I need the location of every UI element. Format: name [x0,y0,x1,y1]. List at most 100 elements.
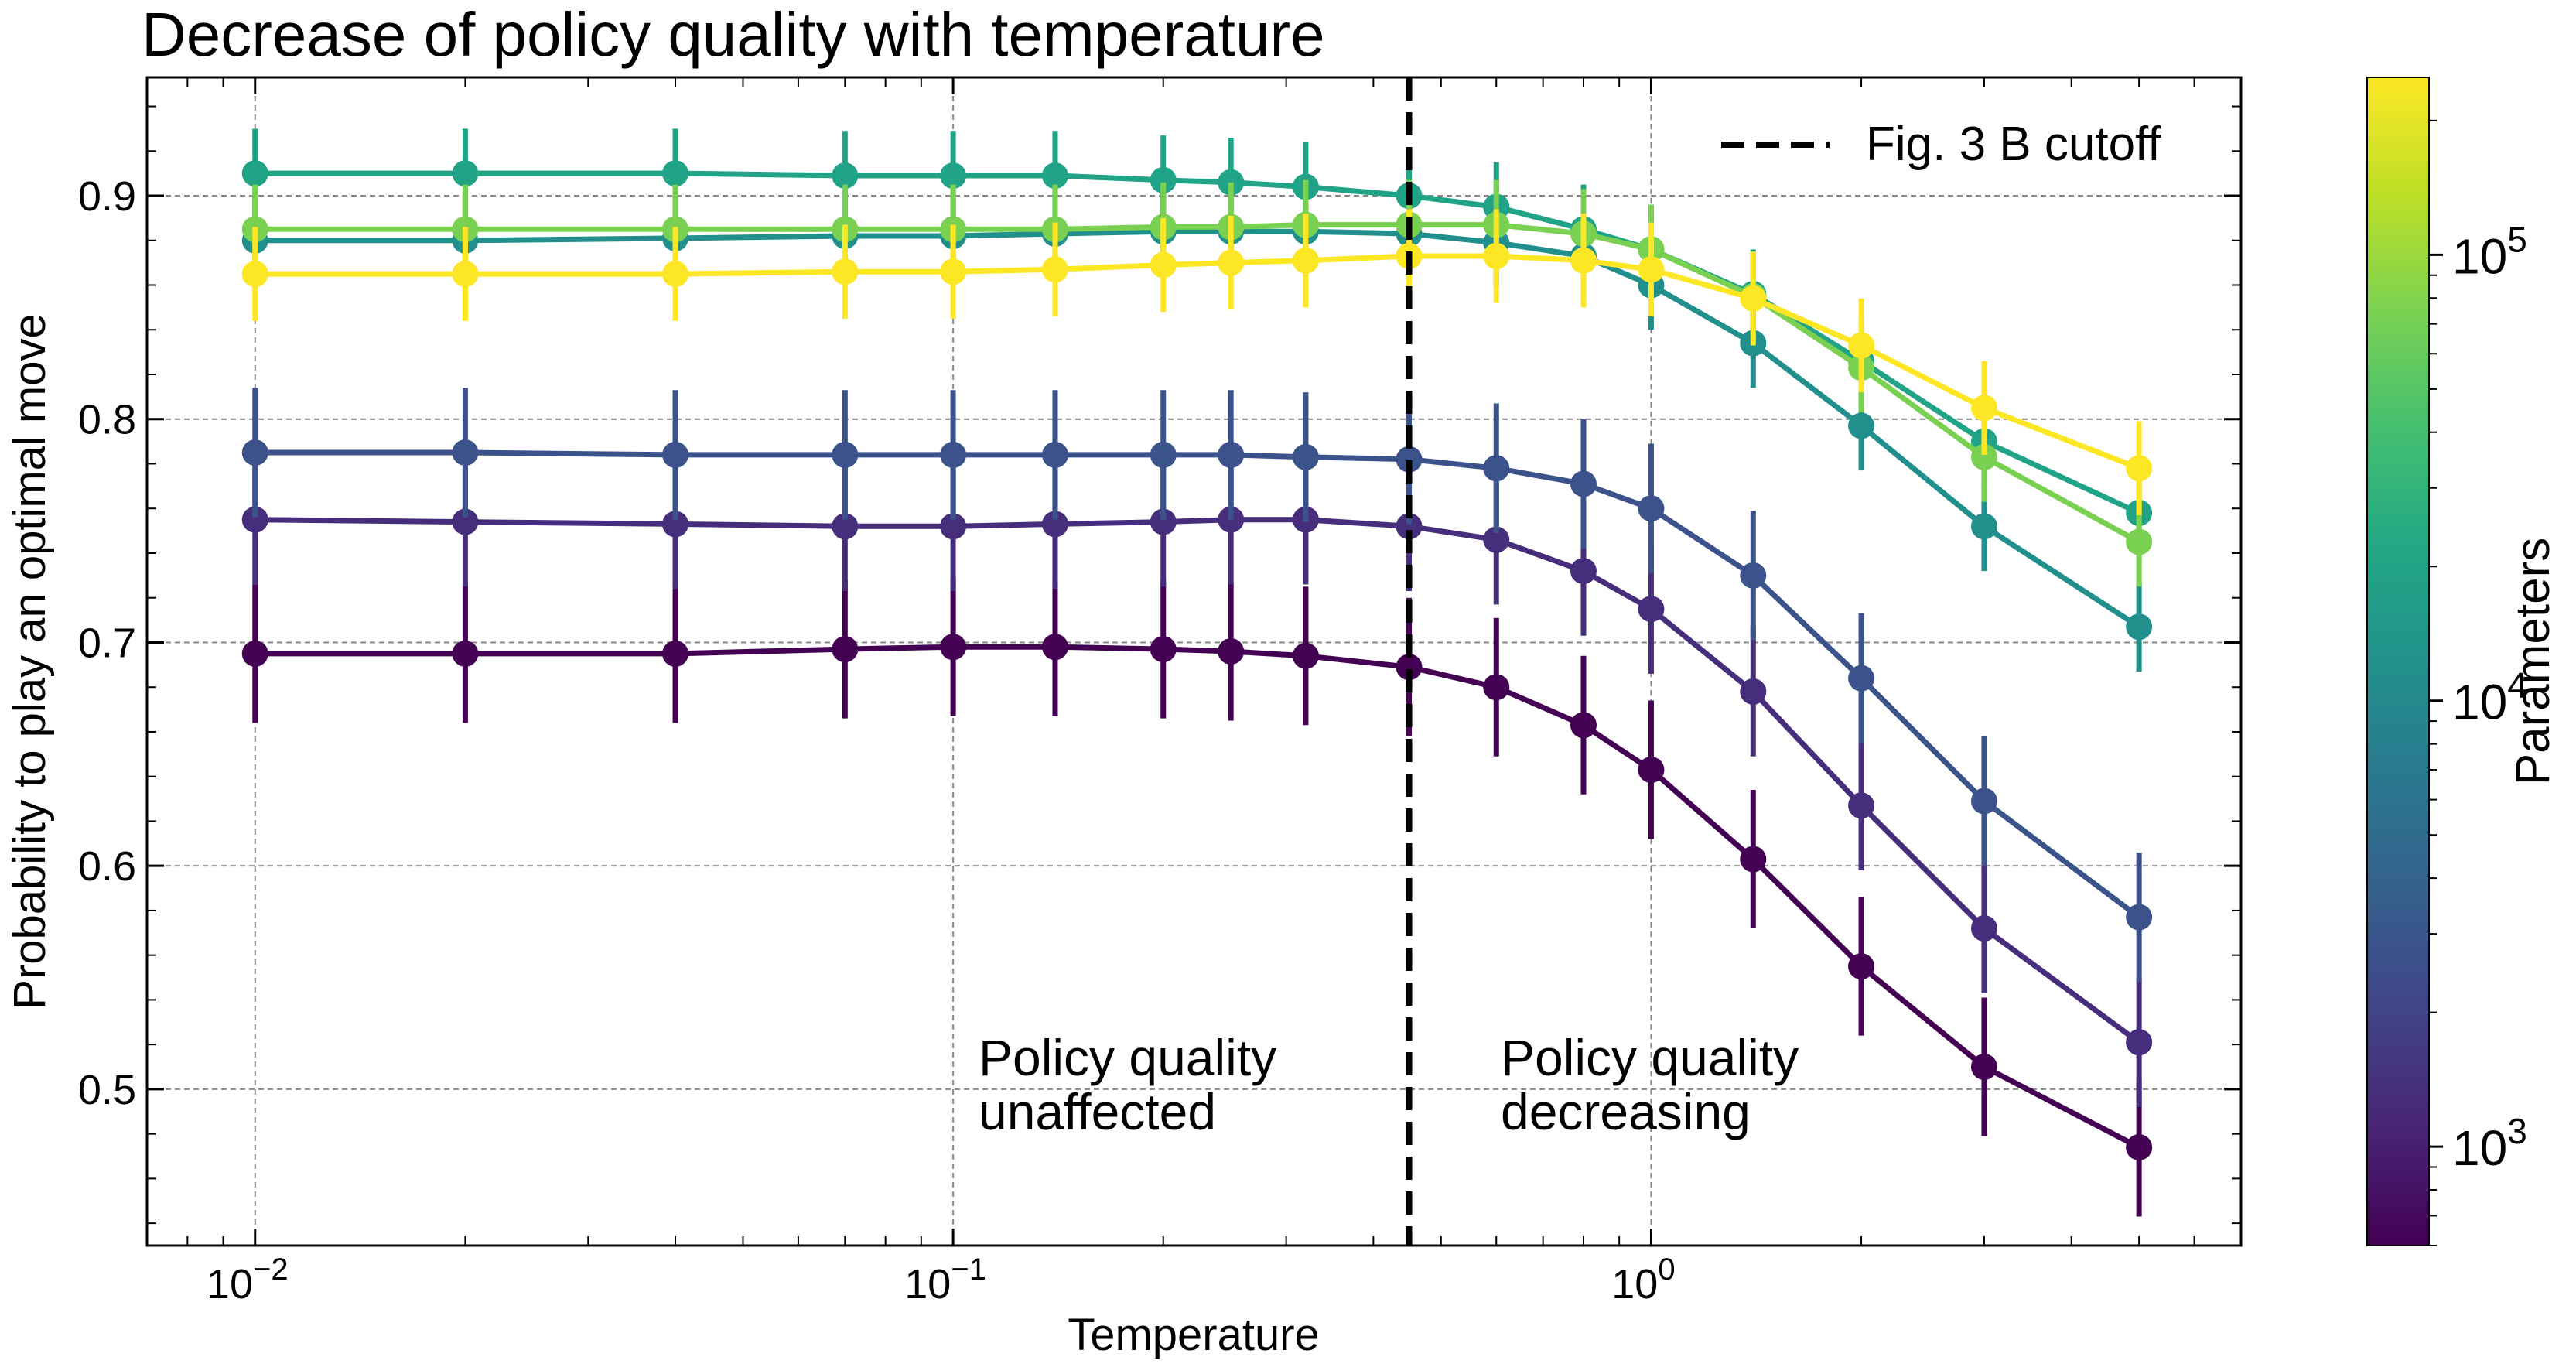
data-point [1740,846,1767,873]
x-tick-label: 10−2 [207,1253,289,1307]
data-point [1970,915,1997,942]
data-point [1150,636,1177,663]
data-point [1150,441,1177,468]
data-point [1638,757,1665,784]
y-tick-label: 0.6 [78,843,136,890]
data-point [1638,256,1665,283]
data-point [1041,441,1068,468]
data-point [940,634,967,661]
data-point [2126,904,2153,931]
data-point [1483,526,1510,553]
series-6 [241,209,2153,515]
data-point [1570,470,1597,497]
data-point [2126,1133,2153,1160]
data-point [1292,642,1319,669]
colorbar-tick-label: 104 [2452,665,2527,730]
data-point [1740,678,1767,705]
data-point [241,439,268,466]
data-point [1848,412,1875,439]
data-point [662,640,689,667]
data-point [1848,332,1875,359]
data-point [1292,247,1319,274]
data-point [1292,443,1319,470]
data-point [1638,495,1665,522]
annotation-decreasing: Policy quality decreasing [1501,1029,1799,1140]
colorbar: 103 104 105 Parameters [2366,77,2560,1246]
colorbar-label: Parameters [2506,538,2560,785]
data-point [1638,596,1665,623]
data-point [241,160,268,187]
x-tick-label: 100 [1611,1253,1675,1307]
colorbar-ticks: 103 104 105 [2429,119,2527,1246]
legend-cutoff-label: Fig. 3 B cutoff [1866,118,2161,171]
data-point [452,439,479,466]
data-point [1740,285,1767,312]
data-point [940,441,967,468]
data-point [662,511,689,538]
data-point [940,258,967,285]
data-point [832,636,859,663]
series-0 [241,577,2153,1217]
data-point [1570,712,1597,739]
colorbar-tick-label: 105 [2452,219,2527,284]
data-point [1041,256,1068,283]
series-2 [241,388,2153,983]
data-point [832,258,859,285]
annotation-unaffected: Policy quality unaffected [979,1029,1276,1140]
data-point [662,441,689,468]
colorbar-tick-label: 103 [2452,1111,2527,1176]
data-point [1396,654,1423,681]
chart-title: Decrease of policy quality with temperat… [142,0,1325,69]
data-point [1041,162,1068,190]
data-point [832,441,859,468]
data-point [452,160,479,187]
data-point [241,506,268,533]
annotation-decreasing-line-2: decreasing [1501,1083,1751,1140]
data-point [1218,441,1245,468]
y-axis-label: Probability to play an optimal move [5,313,55,1009]
plot-area [241,77,2153,1246]
data-point [1218,638,1245,665]
annotation-unaffected-line-1: Policy quality [979,1029,1276,1086]
plot-frame [145,76,2243,1247]
data-point [940,162,967,190]
data-point [1848,665,1875,692]
axis-ticks: 0.5 0.6 0.7 0.8 0.9 10−2 10−1 100 [78,77,2242,1307]
data-point [1218,249,1245,276]
data-point [1570,247,1597,274]
data-point [1483,674,1510,701]
data-point [940,513,967,540]
data-point [832,513,859,540]
data-point [2126,1029,2153,1056]
data-point [662,160,689,187]
data-point [1970,443,1997,470]
legend: Fig. 3 B cutoff [1721,118,2161,171]
data-point [2126,455,2153,482]
x-axis-label: Temperature [1068,1310,1320,1360]
data-point [241,640,268,667]
data-point [1970,395,1997,422]
data-point [1150,508,1177,535]
data-point [1570,558,1597,585]
y-tick-label: 0.8 [78,397,136,443]
data-point [1396,513,1423,540]
data-point [241,261,268,288]
series-1 [241,454,2153,1107]
annotation-unaffected-line-2: unaffected [979,1083,1216,1140]
annotation-decreasing-line-1: Policy quality [1501,1029,1799,1086]
y-tick-label: 0.5 [78,1067,136,1113]
data-point [1970,1054,1997,1081]
data-point [1483,242,1510,269]
data-point [1041,634,1068,661]
x-tick-label: 10−1 [904,1253,986,1307]
data-point [1848,953,1875,980]
data-point [1150,166,1177,193]
data-point [1483,455,1510,482]
data-point [2126,528,2153,555]
data-point [1970,788,1997,815]
data-point [452,508,479,535]
y-tick-label: 0.7 [78,620,136,666]
data-point [1150,251,1177,279]
data-point [1041,511,1068,538]
